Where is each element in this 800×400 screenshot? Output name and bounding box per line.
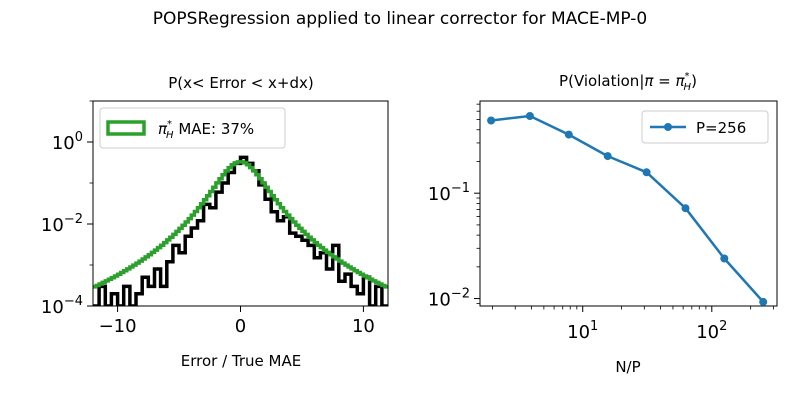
histogram-x-label: Error / True MAE [181, 352, 301, 370]
data-point [759, 298, 767, 306]
right-x-tick-label: 101 [567, 319, 598, 343]
data-point [565, 131, 573, 139]
legend-series-label: P=256 [696, 119, 746, 137]
data-point [604, 152, 612, 160]
data-point [643, 168, 651, 176]
right-y-tick-label: 10−1 [428, 181, 470, 205]
violation-legend: P=256 [642, 111, 768, 143]
data-point [487, 117, 495, 125]
left-x-tick-label: −10 [99, 316, 137, 337]
histogram-legend: π* H MAE: 37% [100, 108, 285, 148]
data-point [682, 204, 690, 212]
fit-curve-line [93, 162, 388, 287]
right-x-tick-label: 102 [696, 319, 727, 343]
left-y-tick-label: 10−2 [41, 212, 83, 236]
histogram-plot-area: −10 0 10 10−4 10−2 100 π* H MAE: 37% [41, 101, 388, 337]
violation-chart-title: P(Violation|π = π* H) [559, 71, 697, 93]
violation-line-chart: P(Violation|π = π* H) 101 102 10−2 10−1 P=256… [428, 71, 777, 376]
violation-plot-area: 101 102 10−2 10−1 P=256 [428, 101, 777, 343]
histogram-title: P(x< Error < x+dx) [168, 74, 313, 92]
data-point [526, 112, 534, 120]
left-x-tick-label: 0 [235, 316, 246, 337]
left-y-tick-label: 10−4 [41, 294, 83, 318]
figure-title: POPSRegression applied to linear correct… [153, 9, 647, 29]
violation-x-label: N/P [615, 358, 640, 376]
histogram-series [93, 157, 388, 306]
series-line-p256 [491, 116, 763, 302]
histogram-chart: P(x< Error < x+dx) −10 0 10 10−4 10−2 100 π* H … [41, 74, 388, 370]
right-y-tick-label: 10−2 [428, 287, 470, 311]
left-x-tick-label: 10 [352, 316, 375, 337]
data-point [720, 255, 728, 263]
legend-marker-swatch [664, 123, 672, 131]
left-y-tick-label: 100 [52, 130, 83, 154]
histogram-step-line [93, 157, 388, 306]
